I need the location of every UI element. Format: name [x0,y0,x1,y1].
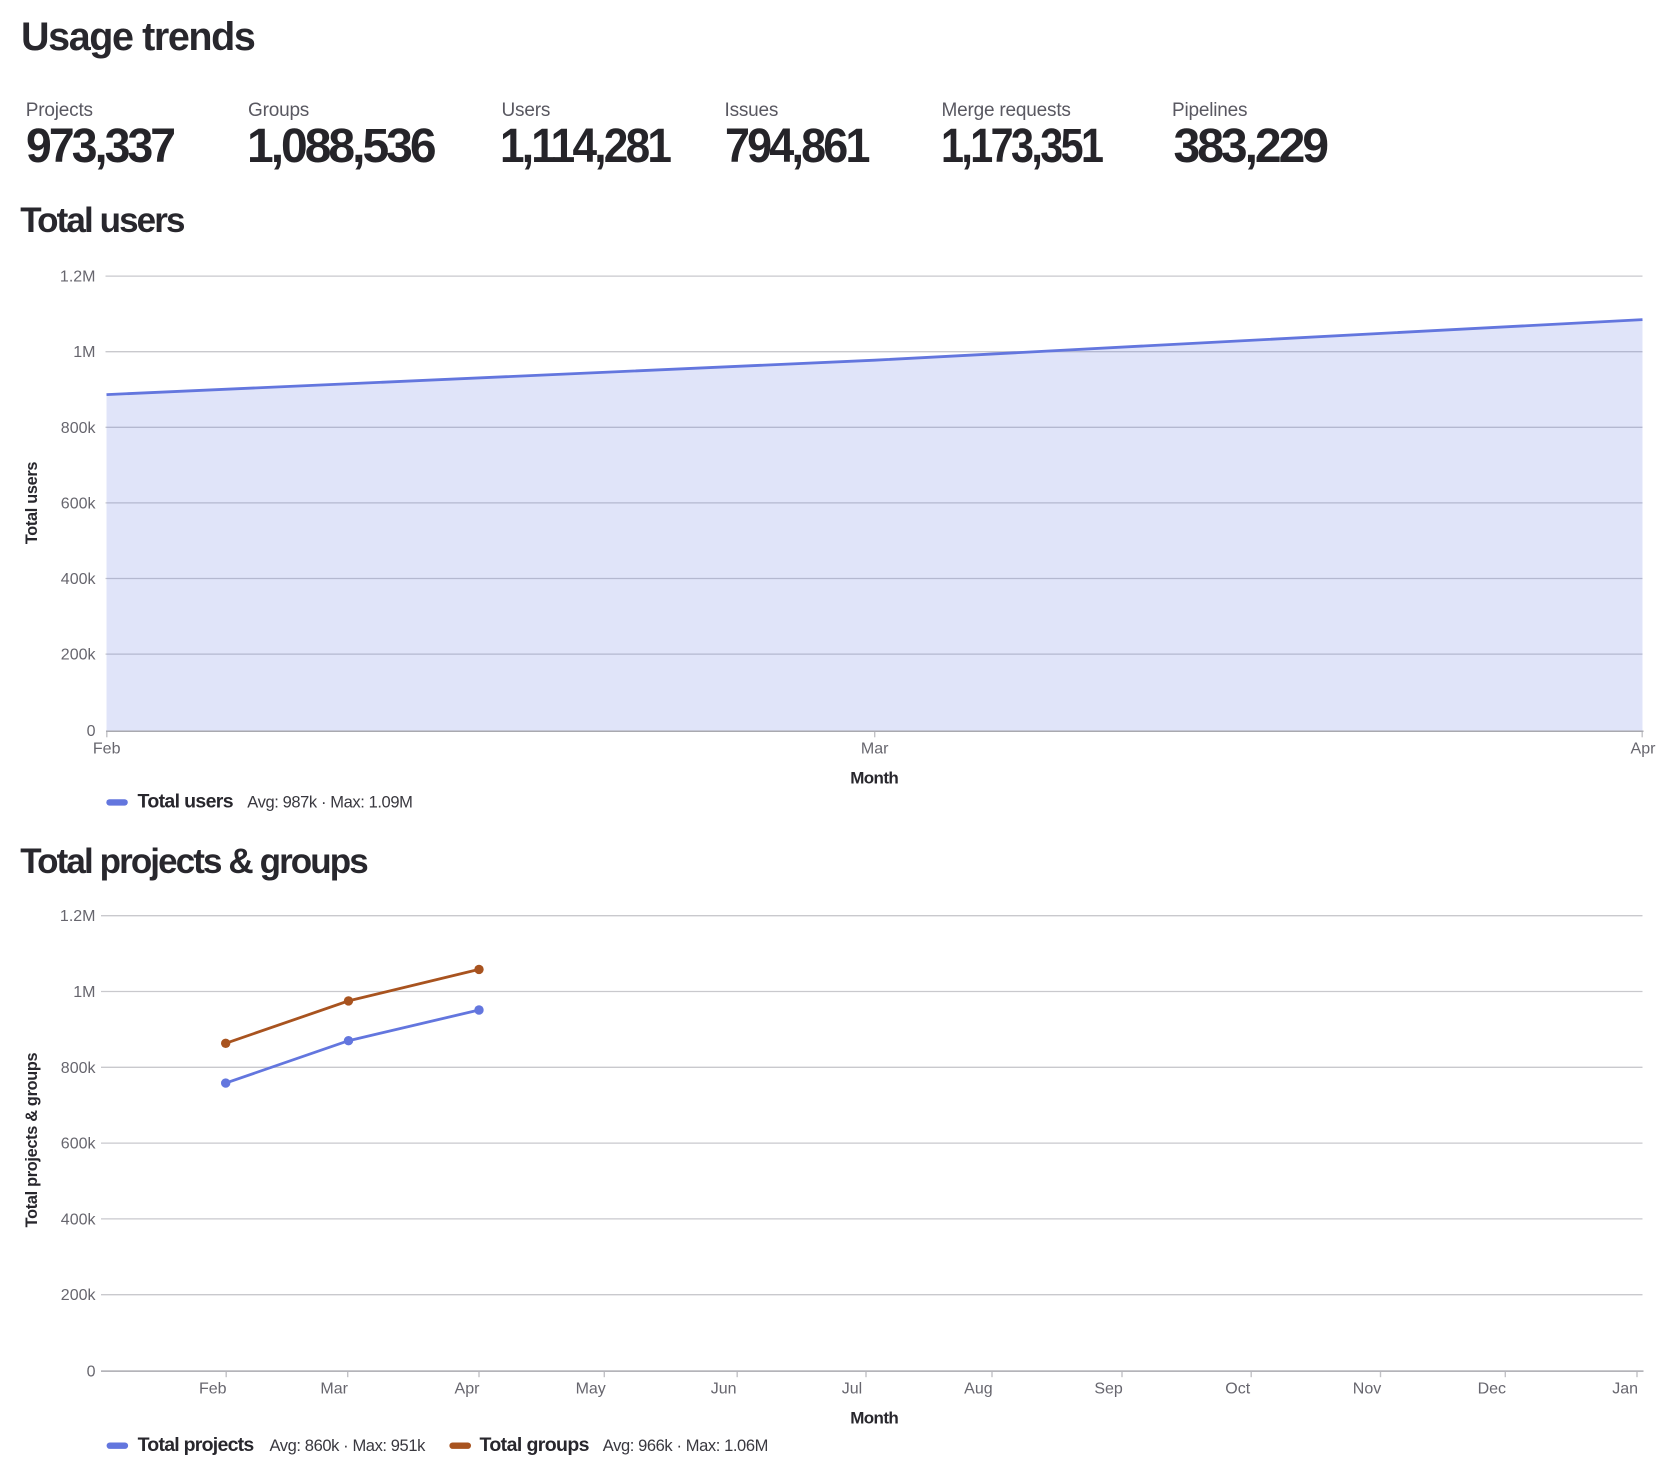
svg-text:Total users: Total users [23,462,41,545]
svg-text:May: May [576,1381,606,1398]
svg-text:Mar: Mar [320,1381,348,1398]
svg-text:Avg: 987k · Max: 1.09M: Avg: 987k · Max: 1.09M [247,794,412,812]
svg-text:Apr: Apr [1631,741,1657,758]
svg-text:1.2M: 1.2M [60,908,96,925]
svg-text:Month: Month [850,1408,898,1427]
svg-text:600k: 600k [61,495,97,512]
svg-text:Jul: Jul [842,1381,862,1398]
svg-text:0: 0 [87,723,96,740]
svg-text:400k: 400k [61,1211,97,1228]
svg-text:800k: 800k [61,1060,97,1077]
svg-text:800k: 800k [61,420,97,437]
svg-text:Jan: Jan [1612,1381,1638,1398]
svg-text:1.2M: 1.2M [60,269,96,286]
svg-text:Feb: Feb [199,1381,227,1398]
svg-text:Avg: 966k · Max: 1.06M: Avg: 966k · Max: 1.06M [603,1437,768,1455]
svg-text:Apr: Apr [455,1381,481,1398]
svg-text:Avg: 860k · Max: 951k: Avg: 860k · Max: 951k [270,1437,427,1455]
svg-text:Oct: Oct [1225,1381,1250,1398]
svg-text:0: 0 [87,1364,96,1381]
svg-text:Mar: Mar [861,741,889,758]
svg-text:200k: 200k [61,1287,97,1304]
svg-text:400k: 400k [61,571,97,588]
svg-text:Total projects & groups: Total projects & groups [23,1052,41,1227]
svg-text:Total groups: Total groups [480,1434,590,1456]
svg-text:1M: 1M [73,984,95,1001]
svg-text:Dec: Dec [1478,1381,1506,1398]
svg-text:Feb: Feb [93,741,121,758]
svg-text:Month: Month [850,769,898,788]
svg-text:Nov: Nov [1353,1381,1381,1398]
svg-text:Aug: Aug [964,1381,992,1398]
svg-text:Jun: Jun [711,1381,737,1398]
svg-text:1M: 1M [73,344,95,361]
svg-text:Total users: Total users [138,791,234,813]
svg-text:600k: 600k [61,1136,97,1153]
svg-text:Total projects: Total projects [138,1434,255,1456]
svg-text:Sep: Sep [1094,1381,1123,1398]
svg-text:200k: 200k [61,647,97,664]
